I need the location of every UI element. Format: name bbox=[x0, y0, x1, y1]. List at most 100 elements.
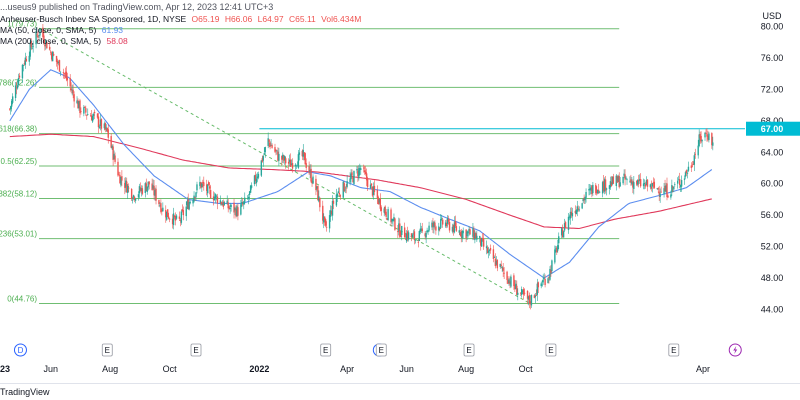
candle-body bbox=[370, 183, 373, 186]
candle-body bbox=[410, 233, 413, 237]
candle-body bbox=[399, 223, 401, 237]
trendline[interactable] bbox=[38, 27, 530, 304]
trendline-segment bbox=[38, 27, 530, 304]
candle-body bbox=[79, 100, 81, 114]
earnings-marker-letter: E bbox=[105, 346, 110, 355]
candle-body bbox=[240, 204, 242, 215]
candle-body bbox=[649, 184, 652, 188]
ma50-value: 61.93 bbox=[101, 25, 124, 35]
candle-body bbox=[50, 51, 52, 53]
candle-body bbox=[276, 150, 278, 152]
candle-body bbox=[66, 77, 68, 81]
candle-body bbox=[119, 174, 121, 184]
candle-body bbox=[315, 178, 317, 191]
candle-body bbox=[694, 153, 696, 155]
candle-body bbox=[364, 171, 367, 175]
candle-body bbox=[214, 194, 217, 199]
candle-body bbox=[78, 101, 80, 109]
candle-body bbox=[345, 187, 347, 189]
candle-body bbox=[650, 186, 653, 189]
candle-body bbox=[711, 133, 713, 146]
candle-body bbox=[596, 192, 598, 194]
tradingview-logo[interactable]: TradingView bbox=[0, 387, 50, 397]
candle-body bbox=[317, 186, 319, 201]
candles bbox=[9, 23, 714, 310]
ma50-label[interactable]: MA (50, close, 0, SMA, 5) bbox=[0, 25, 97, 35]
candle-body bbox=[507, 279, 509, 284]
candle-body bbox=[447, 219, 450, 222]
candle-body bbox=[486, 247, 489, 254]
candle-body bbox=[147, 181, 149, 188]
candle-body bbox=[562, 231, 565, 238]
candle-body bbox=[501, 266, 503, 268]
candle-body bbox=[602, 181, 605, 191]
candle-body bbox=[644, 184, 647, 187]
candle-body bbox=[433, 222, 435, 228]
candle-body bbox=[366, 178, 369, 187]
candle-body bbox=[601, 182, 604, 194]
candle-body bbox=[76, 100, 78, 104]
candle-body bbox=[207, 182, 210, 186]
candle-body bbox=[104, 123, 107, 130]
candle-body bbox=[200, 182, 202, 188]
candle-body bbox=[192, 199, 194, 204]
ma50-layer bbox=[9, 69, 713, 279]
candle-body bbox=[658, 191, 660, 195]
candle-body bbox=[298, 152, 301, 155]
candle-body bbox=[196, 184, 198, 191]
candle-body bbox=[171, 218, 174, 225]
price-chart[interactable]: 1(79.73)0.786(72.26)0.618(66.38)0.5(62.2… bbox=[0, 0, 800, 383]
ma200-label[interactable]: MA (200, close, 0, SMA, 5) bbox=[0, 36, 102, 46]
candle-body bbox=[359, 168, 361, 170]
candle-body bbox=[55, 55, 58, 62]
candle-body bbox=[380, 207, 382, 211]
candle-body bbox=[213, 196, 216, 201]
candle-body bbox=[311, 181, 313, 184]
candle-body bbox=[35, 32, 37, 45]
candle-body bbox=[288, 159, 291, 162]
time-axis[interactable]: Jun Aug Oct 2022 Apr Jun Aug Oct 2023 Apr bbox=[0, 364, 710, 374]
price-tick-label: 68.00 bbox=[761, 116, 784, 126]
candle-body bbox=[515, 283, 517, 290]
candle-body bbox=[407, 232, 410, 240]
candle-body bbox=[363, 170, 366, 173]
candle-body bbox=[339, 195, 342, 197]
candle-body bbox=[228, 206, 230, 209]
candle-body bbox=[494, 258, 497, 267]
candle-body bbox=[90, 115, 93, 121]
candle-body bbox=[632, 181, 634, 188]
candle-body bbox=[87, 114, 89, 115]
candle-body bbox=[120, 176, 122, 186]
candle-body bbox=[221, 203, 224, 206]
candle-body bbox=[111, 145, 113, 149]
candle-body bbox=[128, 187, 130, 189]
candle-body bbox=[324, 216, 326, 221]
candle-body bbox=[264, 147, 266, 153]
candle-body bbox=[603, 179, 606, 192]
candle-body bbox=[712, 142, 714, 146]
candle-body bbox=[316, 186, 318, 189]
candle-body bbox=[652, 182, 655, 184]
candle-body bbox=[291, 163, 294, 169]
fibonacci-retracement[interactable]: 1(79.73)0.786(72.26)0.618(66.38)0.5(62.2… bbox=[0, 20, 745, 304]
candle-body bbox=[253, 175, 256, 185]
candle-body bbox=[106, 127, 108, 132]
candle-body bbox=[557, 245, 559, 251]
candle-body bbox=[671, 185, 673, 193]
candle-body bbox=[23, 63, 26, 65]
candle-body bbox=[285, 158, 287, 164]
candle-body bbox=[165, 209, 167, 218]
symbol-name[interactable]: Anheuser-Busch Inbev SA Sponsored, 1D, N… bbox=[0, 14, 187, 24]
candle-body bbox=[77, 100, 79, 109]
candle-body bbox=[487, 250, 490, 253]
candle-body bbox=[673, 187, 675, 190]
candle-body bbox=[277, 151, 279, 161]
candle-body bbox=[346, 181, 348, 187]
candle-body bbox=[387, 209, 389, 220]
candle-body bbox=[22, 65, 25, 66]
candle-body bbox=[141, 188, 144, 194]
candle-body bbox=[360, 168, 362, 171]
candle-body bbox=[558, 236, 560, 244]
candle-body bbox=[560, 228, 563, 236]
